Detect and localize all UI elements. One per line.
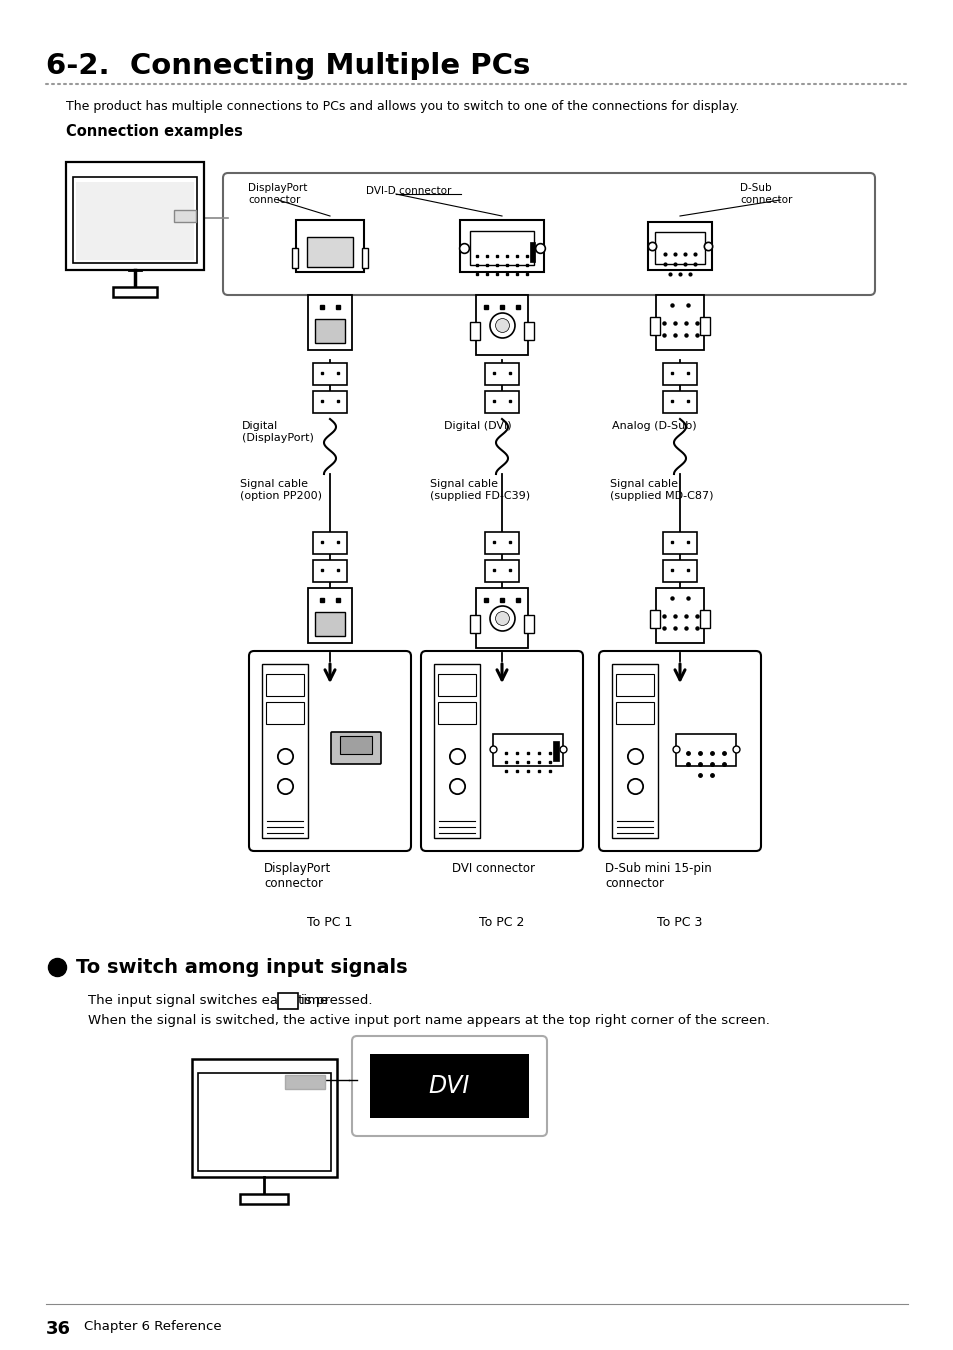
- FancyBboxPatch shape: [649, 317, 659, 335]
- FancyBboxPatch shape: [313, 560, 347, 582]
- Text: 36: 36: [46, 1320, 71, 1338]
- FancyBboxPatch shape: [493, 734, 562, 765]
- FancyBboxPatch shape: [307, 238, 353, 267]
- FancyBboxPatch shape: [262, 664, 308, 838]
- Text: Chapter 6 Reference: Chapter 6 Reference: [84, 1320, 221, 1332]
- FancyBboxPatch shape: [523, 616, 534, 633]
- FancyBboxPatch shape: [198, 1073, 331, 1170]
- FancyBboxPatch shape: [655, 232, 704, 265]
- FancyBboxPatch shape: [308, 589, 352, 643]
- FancyBboxPatch shape: [173, 211, 195, 221]
- FancyBboxPatch shape: [331, 732, 380, 764]
- FancyBboxPatch shape: [470, 231, 534, 265]
- Text: is pressed.: is pressed.: [301, 994, 373, 1007]
- Text: DisplayPort
connector: DisplayPort connector: [248, 184, 307, 205]
- Text: To PC 3: To PC 3: [657, 917, 702, 929]
- FancyBboxPatch shape: [292, 248, 297, 269]
- FancyBboxPatch shape: [314, 319, 345, 343]
- Text: Signal cable
(option PP200): Signal cable (option PP200): [240, 479, 322, 501]
- FancyBboxPatch shape: [649, 610, 659, 628]
- FancyBboxPatch shape: [700, 610, 709, 628]
- FancyBboxPatch shape: [420, 651, 582, 850]
- FancyBboxPatch shape: [352, 1035, 546, 1135]
- FancyBboxPatch shape: [476, 296, 527, 355]
- FancyBboxPatch shape: [598, 651, 760, 850]
- FancyBboxPatch shape: [484, 363, 518, 385]
- FancyBboxPatch shape: [662, 392, 697, 413]
- FancyBboxPatch shape: [266, 702, 304, 724]
- FancyBboxPatch shape: [313, 363, 347, 385]
- Text: 6-2.  Connecting Multiple PCs: 6-2. Connecting Multiple PCs: [46, 53, 530, 80]
- Text: Signal cable
(supplied MD-C87): Signal cable (supplied MD-C87): [609, 479, 713, 501]
- FancyBboxPatch shape: [616, 674, 654, 697]
- FancyBboxPatch shape: [553, 741, 558, 761]
- FancyBboxPatch shape: [662, 560, 697, 582]
- Text: D-Sub
connector: D-Sub connector: [740, 184, 792, 205]
- FancyBboxPatch shape: [470, 323, 479, 340]
- FancyBboxPatch shape: [266, 674, 304, 697]
- Text: D-Sub mini 15-pin
connector: D-Sub mini 15-pin connector: [604, 863, 711, 890]
- Text: The input signal switches each time: The input signal switches each time: [88, 994, 328, 1007]
- Text: DVI: DVI: [428, 1075, 469, 1098]
- FancyBboxPatch shape: [612, 664, 658, 838]
- Text: DVI-D connector: DVI-D connector: [366, 186, 451, 196]
- FancyBboxPatch shape: [434, 664, 479, 838]
- FancyBboxPatch shape: [313, 532, 347, 553]
- FancyBboxPatch shape: [313, 392, 347, 413]
- FancyBboxPatch shape: [314, 612, 345, 636]
- Text: DVI connector: DVI connector: [452, 863, 535, 875]
- Text: To PC 2: To PC 2: [478, 917, 524, 929]
- Text: DisplayPort
connector: DisplayPort connector: [264, 863, 331, 890]
- FancyBboxPatch shape: [476, 589, 527, 648]
- Text: The product has multiple connections to PCs and allows you to switch to one of t: The product has multiple connections to …: [66, 100, 739, 113]
- Text: Connection examples: Connection examples: [66, 124, 243, 139]
- Text: To switch among input signals: To switch among input signals: [76, 958, 407, 977]
- FancyBboxPatch shape: [656, 296, 703, 350]
- FancyBboxPatch shape: [370, 1054, 529, 1118]
- FancyBboxPatch shape: [437, 702, 476, 724]
- FancyBboxPatch shape: [530, 242, 535, 262]
- FancyBboxPatch shape: [647, 221, 711, 270]
- FancyBboxPatch shape: [470, 616, 479, 633]
- Text: Signal cable
(supplied FD-C39): Signal cable (supplied FD-C39): [430, 479, 530, 501]
- FancyBboxPatch shape: [484, 532, 518, 553]
- FancyBboxPatch shape: [484, 392, 518, 413]
- FancyBboxPatch shape: [339, 736, 372, 755]
- FancyBboxPatch shape: [361, 248, 368, 269]
- FancyBboxPatch shape: [662, 363, 697, 385]
- Text: Digital
(DisplayPort): Digital (DisplayPort): [242, 421, 314, 443]
- FancyBboxPatch shape: [278, 994, 298, 1008]
- FancyBboxPatch shape: [66, 162, 204, 270]
- FancyBboxPatch shape: [192, 1058, 336, 1177]
- FancyBboxPatch shape: [523, 323, 534, 340]
- FancyBboxPatch shape: [459, 220, 543, 271]
- Text: Digital (DVI): Digital (DVI): [443, 421, 511, 431]
- FancyBboxPatch shape: [112, 288, 157, 297]
- FancyBboxPatch shape: [76, 182, 193, 261]
- FancyBboxPatch shape: [223, 173, 874, 296]
- FancyBboxPatch shape: [484, 560, 518, 582]
- FancyBboxPatch shape: [437, 674, 476, 697]
- FancyBboxPatch shape: [308, 296, 352, 350]
- FancyBboxPatch shape: [240, 1193, 288, 1204]
- Text: To PC 1: To PC 1: [307, 917, 353, 929]
- FancyBboxPatch shape: [249, 651, 411, 850]
- FancyBboxPatch shape: [656, 589, 703, 643]
- FancyBboxPatch shape: [616, 702, 654, 724]
- FancyBboxPatch shape: [700, 317, 709, 335]
- FancyBboxPatch shape: [295, 220, 364, 271]
- Text: Analog (D-Sub): Analog (D-Sub): [612, 421, 696, 431]
- Text: When the signal is switched, the active input port name appears at the top right: When the signal is switched, the active …: [88, 1014, 769, 1027]
- FancyBboxPatch shape: [662, 532, 697, 553]
- FancyBboxPatch shape: [676, 734, 735, 765]
- Text: S: S: [284, 998, 293, 1011]
- FancyBboxPatch shape: [285, 1075, 325, 1089]
- FancyBboxPatch shape: [73, 177, 196, 263]
